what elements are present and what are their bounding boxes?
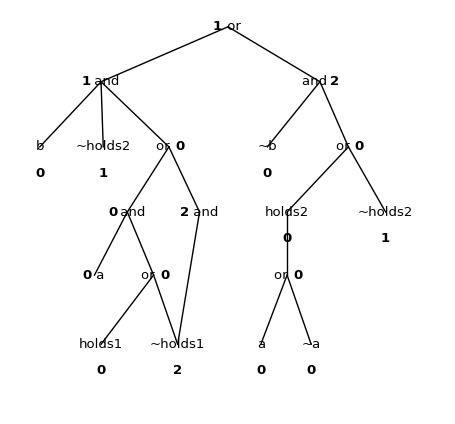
- Text: a: a: [256, 338, 264, 351]
- Text: ~b: ~b: [257, 140, 277, 153]
- Text: 0: 0: [160, 268, 169, 282]
- Text: 0: 0: [175, 140, 184, 153]
- Text: and: and: [116, 206, 145, 218]
- Text: 2: 2: [180, 206, 189, 218]
- Text: 1: 1: [380, 232, 389, 245]
- Text: ~holds2: ~holds2: [76, 140, 131, 153]
- Text: a: a: [92, 268, 104, 282]
- Text: 0: 0: [306, 364, 315, 377]
- Text: 1: 1: [81, 75, 91, 88]
- Text: 2: 2: [329, 75, 339, 88]
- Text: or: or: [274, 268, 292, 282]
- Text: holds1: holds1: [79, 338, 123, 351]
- Text: 0: 0: [108, 206, 117, 218]
- Text: or: or: [156, 140, 174, 153]
- Text: ~holds1: ~holds1: [150, 338, 205, 351]
- Text: 2: 2: [173, 364, 182, 377]
- Text: or: or: [222, 20, 240, 33]
- Text: and: and: [301, 75, 330, 88]
- Text: 0: 0: [35, 167, 44, 180]
- Text: 0: 0: [282, 232, 291, 245]
- Text: 0: 0: [82, 268, 91, 282]
- Text: or: or: [141, 268, 158, 282]
- Text: 1: 1: [212, 20, 221, 33]
- Text: ~holds2: ~holds2: [357, 206, 412, 218]
- Text: b: b: [35, 140, 44, 153]
- Text: and: and: [90, 75, 119, 88]
- Text: or: or: [335, 140, 353, 153]
- Text: ~a: ~a: [301, 338, 320, 351]
- Text: 0: 0: [96, 364, 106, 377]
- Text: 0: 0: [293, 268, 302, 282]
- Text: holds2: holds2: [264, 206, 308, 218]
- Text: 1: 1: [98, 167, 107, 180]
- Text: and: and: [188, 206, 217, 218]
- Text: 0: 0: [354, 140, 363, 153]
- Text: 0: 0: [256, 364, 265, 377]
- Text: 0: 0: [262, 167, 272, 180]
